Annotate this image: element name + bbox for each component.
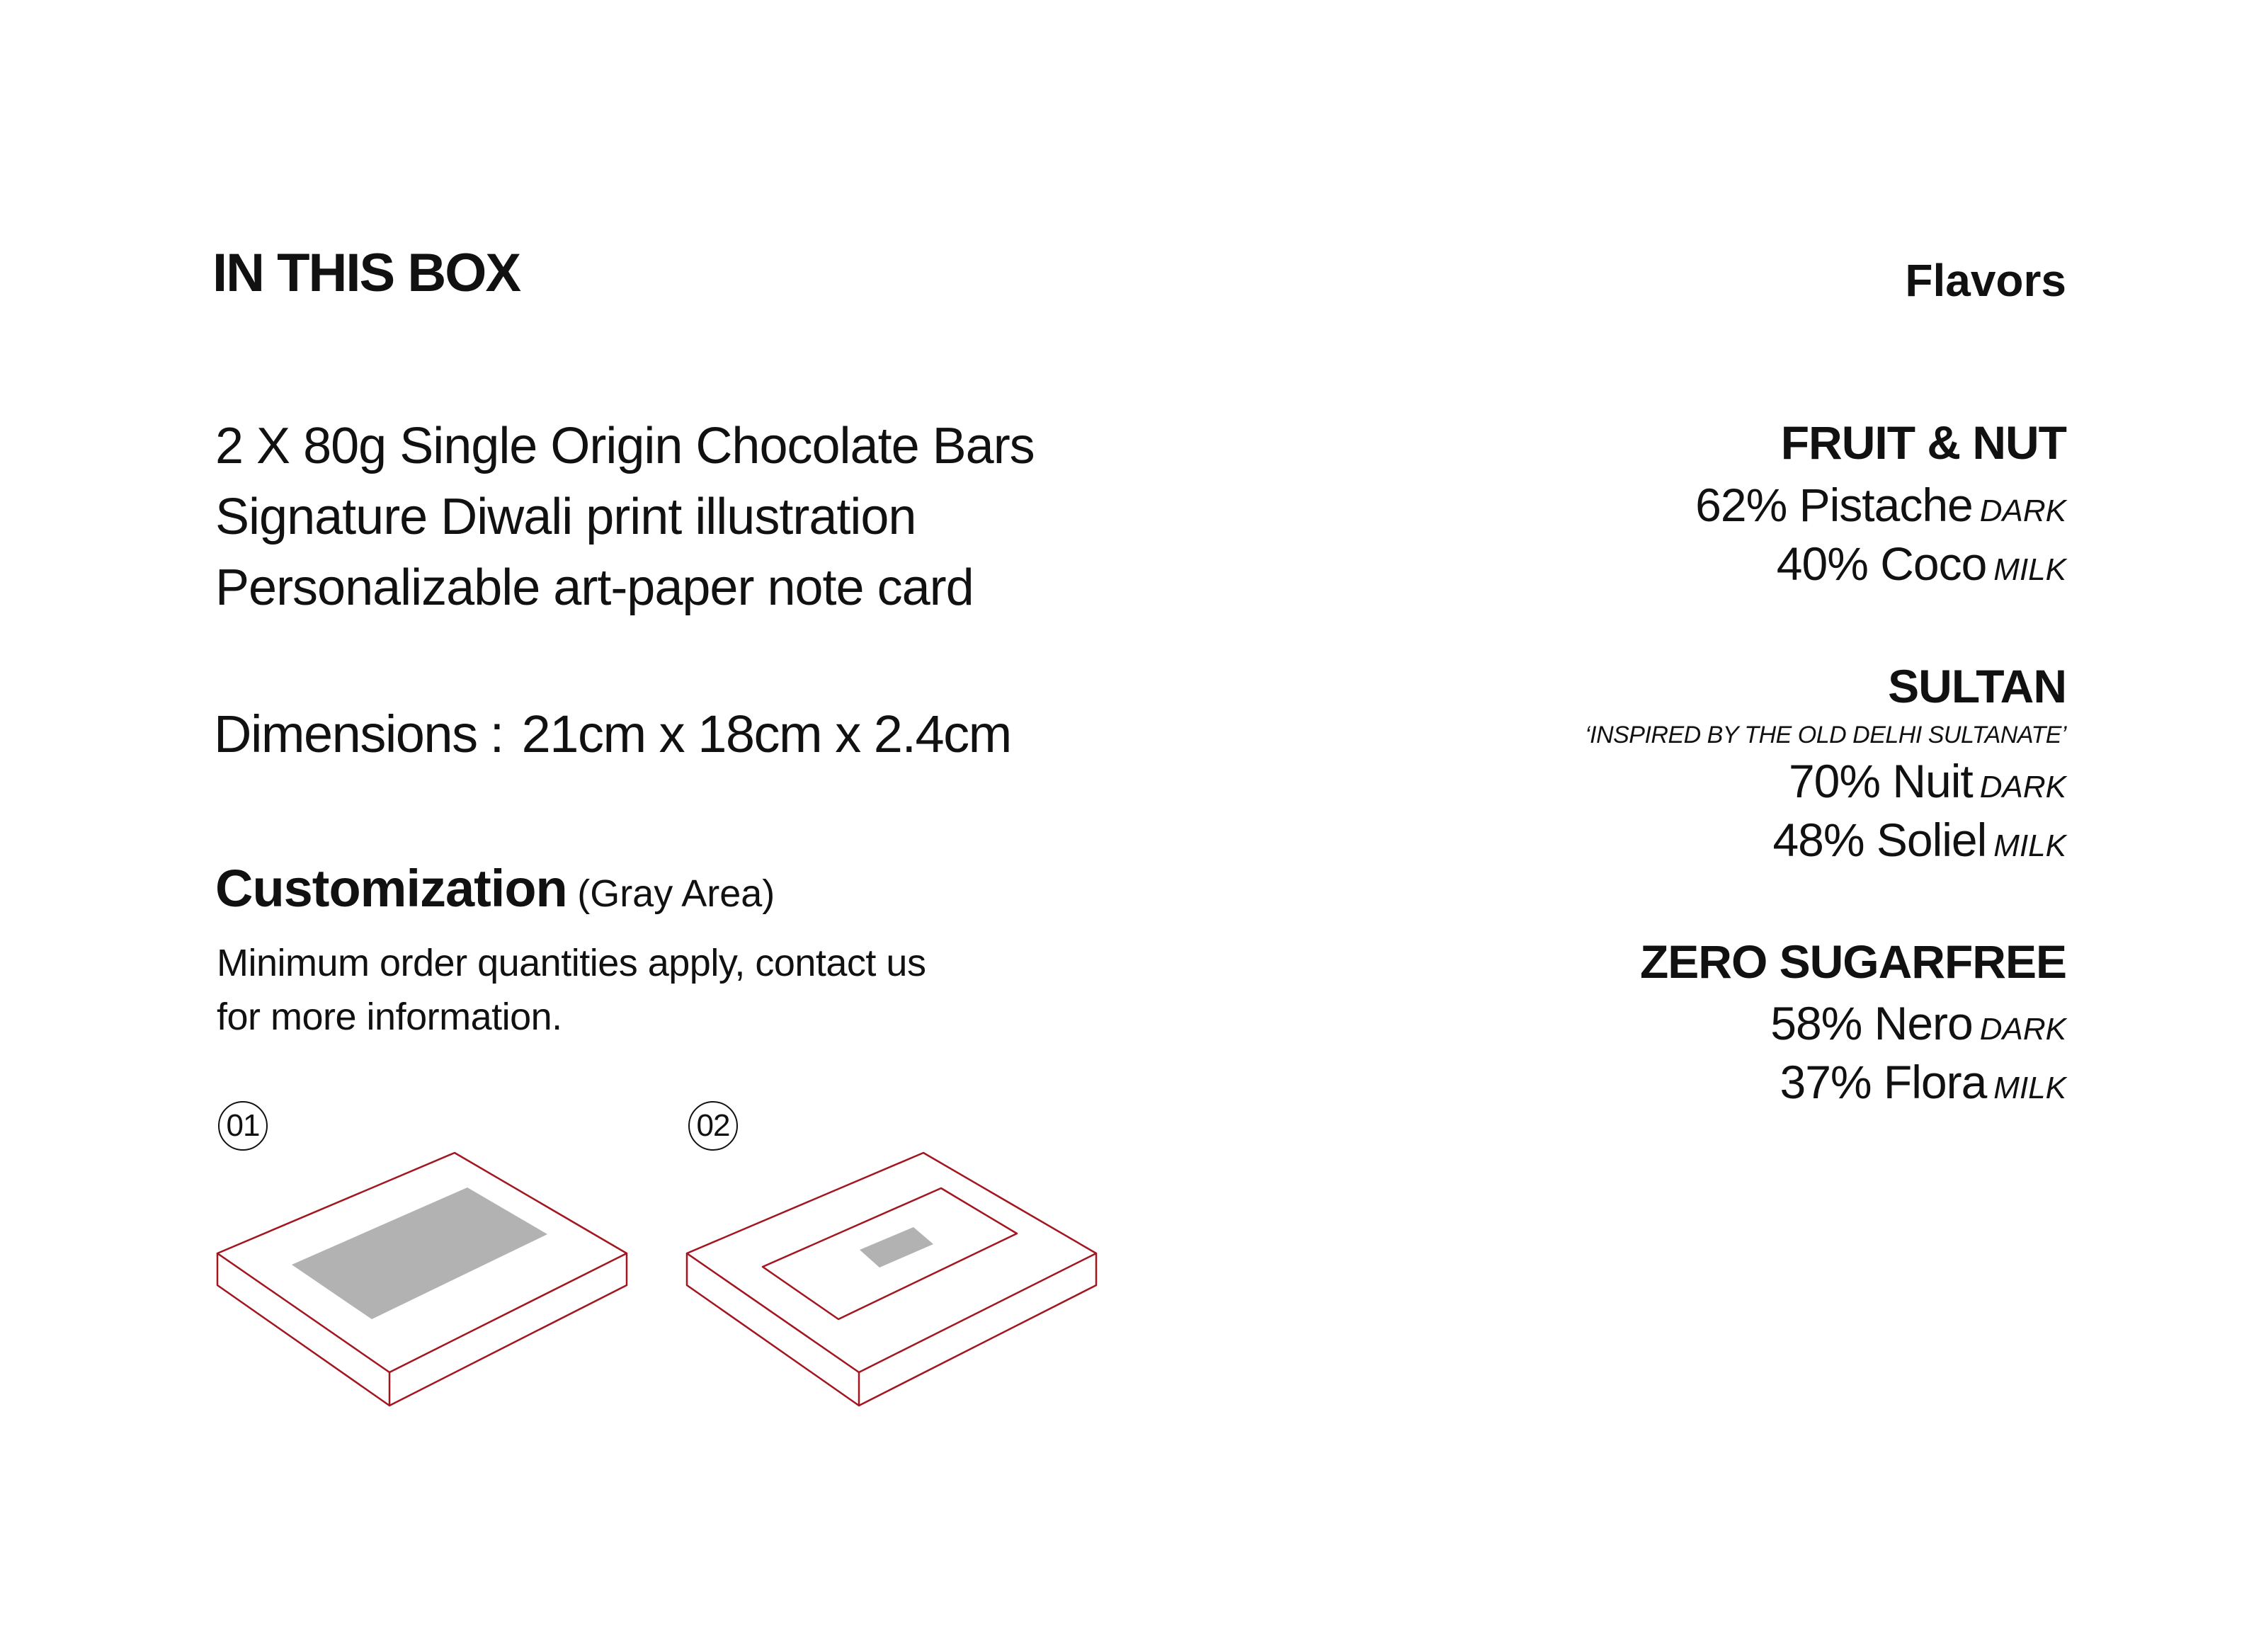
flavor-item-label: 37% Flora: [1780, 1056, 1987, 1108]
flavor-item: 58% Nero DARK: [1770, 1000, 2066, 1047]
box-option-02-illustration: [685, 1151, 1098, 1407]
flavor-item-type: DARK: [1979, 770, 2066, 804]
flavor-item: 37% Flora MILK: [1780, 1059, 2066, 1105]
flavor-item: 48% Soliel MILK: [1772, 816, 2066, 863]
flavor-item-label: 58% Nero: [1770, 997, 1973, 1049]
flavor-item-type: MILK: [1993, 552, 2066, 587]
box-02-front-left: [685, 1253, 860, 1407]
box-item: 2 X 80g Single Origin Chocolate Bars: [215, 418, 1035, 474]
customization-subtitle: (Gray Area): [577, 872, 775, 915]
flavor-item: 70% Nuit DARK: [1789, 758, 2066, 804]
box-item: Signature Diwali print illustration: [215, 489, 916, 545]
box-02-inner-frame: [761, 1187, 1018, 1321]
flavor-item-label: 40% Coco: [1776, 537, 1988, 590]
customization-note-line: for more information.: [217, 996, 562, 1038]
box-01-custom-area: [292, 1187, 547, 1319]
box-02-front-right: [858, 1253, 1098, 1407]
customization-note-line: Minimum order quantities apply, contact …: [217, 942, 926, 984]
option-number-02: 02: [688, 1101, 738, 1151]
box-contents-list: 2 X 80g Single Origin Chocolate Bars Sig…: [215, 411, 1035, 623]
flavor-item-label: 70% Nuit: [1788, 755, 1974, 807]
flavor-item-type: MILK: [1993, 828, 2066, 863]
dimensions-value: 21cm x 18cm x 2.4cm: [521, 705, 1013, 763]
flavor-item-label: 48% Soliel: [1772, 814, 1987, 866]
flavor-item-type: DARK: [1979, 494, 2066, 528]
flavor-group-name: ZERO SUGARFREE: [1639, 935, 2067, 988]
flavor-group-tagline: ‘INSPIRED BY THE OLD DELHI SULTANATE’: [1585, 722, 2066, 748]
customization-note: Minimum order quantities apply, contact …: [217, 936, 926, 1044]
option-number-01: 01: [218, 1101, 268, 1151]
flavor-item-type: MILK: [1993, 1071, 2066, 1105]
customization-heading: Customization: [215, 859, 568, 918]
dimensions: Dimensions:21cm x 18cm x 2.4cm: [214, 705, 1013, 763]
flavor-item-label: 62% Pistache: [1695, 479, 1974, 531]
in-this-box-heading: IN THIS BOX: [212, 243, 521, 303]
dimensions-label: Dimensions: [214, 705, 478, 763]
box-02-top: [685, 1151, 1098, 1374]
flavors-heading: Flavors: [1905, 255, 2066, 306]
dimensions-separator: :: [489, 705, 505, 763]
box-01-front-right: [389, 1253, 628, 1407]
flavor-item: 40% Coco MILK: [1777, 540, 2066, 587]
flavor-group-name: SULTAN: [1888, 660, 2067, 712]
box-01-front-left: [216, 1253, 391, 1407]
flavor-group-name: FRUIT & NUT: [1780, 416, 2067, 469]
box-02-custom-area: [860, 1227, 933, 1268]
customization-title: Customization (Gray Area): [215, 862, 775, 915]
flavor-item-type: DARK: [1979, 1012, 2066, 1047]
box-item: Personalizable art-paper note card: [215, 559, 974, 616]
box-option-01-illustration: [216, 1151, 628, 1407]
flavor-item: 62% Pistache DARK: [1695, 482, 2066, 528]
